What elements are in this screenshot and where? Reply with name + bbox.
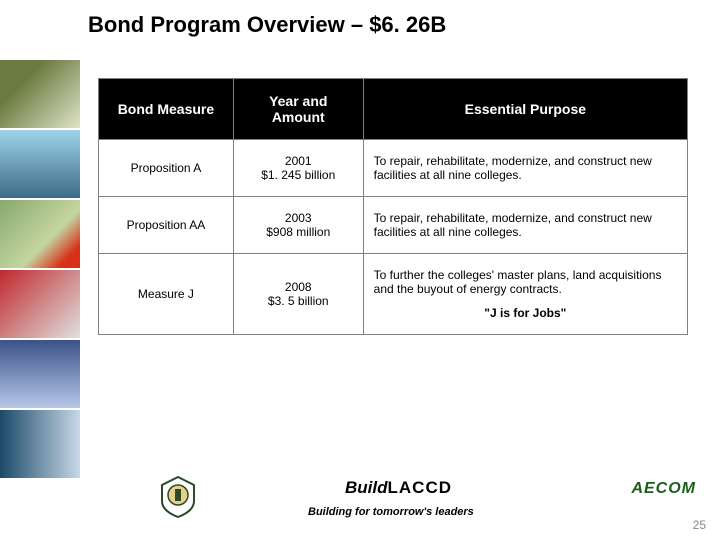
sidebar-photo-1 (0, 60, 80, 128)
year-text: 2008 (285, 280, 312, 294)
build-laccd-logo: BuildLACCD (345, 478, 452, 498)
cell-year: 2001 $1. 245 billion (233, 140, 363, 197)
cell-measure: Proposition AA (99, 197, 234, 254)
bond-table: Bond Measure Year and Amount Essential P… (98, 78, 688, 335)
header-measure: Bond Measure (99, 79, 234, 140)
cell-measure: Measure J (99, 254, 234, 335)
header-purpose: Essential Purpose (363, 79, 687, 140)
cell-purpose: To repair, rehabilitate, modernize, and … (363, 197, 687, 254)
amount-text: $908 million (266, 225, 330, 239)
sidebar-images (0, 60, 80, 480)
header-year: Year and Amount (233, 79, 363, 140)
build-prefix: Build (345, 478, 388, 497)
laccd-seal-icon (158, 475, 198, 519)
purpose-subtext: "J is for Jobs" (374, 306, 677, 320)
tagline: Building for tomorrow's leaders (308, 506, 474, 518)
footer: BuildLACCD AECOM Building for tomorrow's… (80, 470, 720, 540)
sidebar-photo-3 (0, 200, 80, 268)
sidebar-photo-2 (0, 130, 80, 198)
year-text: 2001 (285, 154, 312, 168)
cell-measure: Proposition A (99, 140, 234, 197)
table-header-row: Bond Measure Year and Amount Essential P… (99, 79, 688, 140)
sidebar-photo-4 (0, 270, 80, 338)
purpose-text: To further the colleges' master plans, l… (374, 268, 662, 296)
build-suffix: LACCD (388, 478, 453, 497)
table-row: Proposition AA 2003 $908 million To repa… (99, 197, 688, 254)
aecom-logo: AECOM (631, 480, 696, 498)
table-row: Measure J 2008 $3. 5 billion To further … (99, 254, 688, 335)
table-row: Proposition A 2001 $1. 245 billion To re… (99, 140, 688, 197)
year-text: 2003 (285, 211, 312, 225)
page-number: 25 (693, 518, 706, 532)
slide-title: Bond Program Overview – $6. 26B (88, 12, 446, 38)
cell-year: 2008 $3. 5 billion (233, 254, 363, 335)
cell-purpose: To further the colleges' master plans, l… (363, 254, 687, 335)
amount-text: $3. 5 billion (268, 294, 329, 308)
sidebar-photo-5 (0, 340, 80, 408)
cell-purpose: To repair, rehabilitate, modernize, and … (363, 140, 687, 197)
amount-text: $1. 245 billion (261, 168, 335, 182)
cell-year: 2003 $908 million (233, 197, 363, 254)
sidebar-photo-6 (0, 410, 80, 478)
